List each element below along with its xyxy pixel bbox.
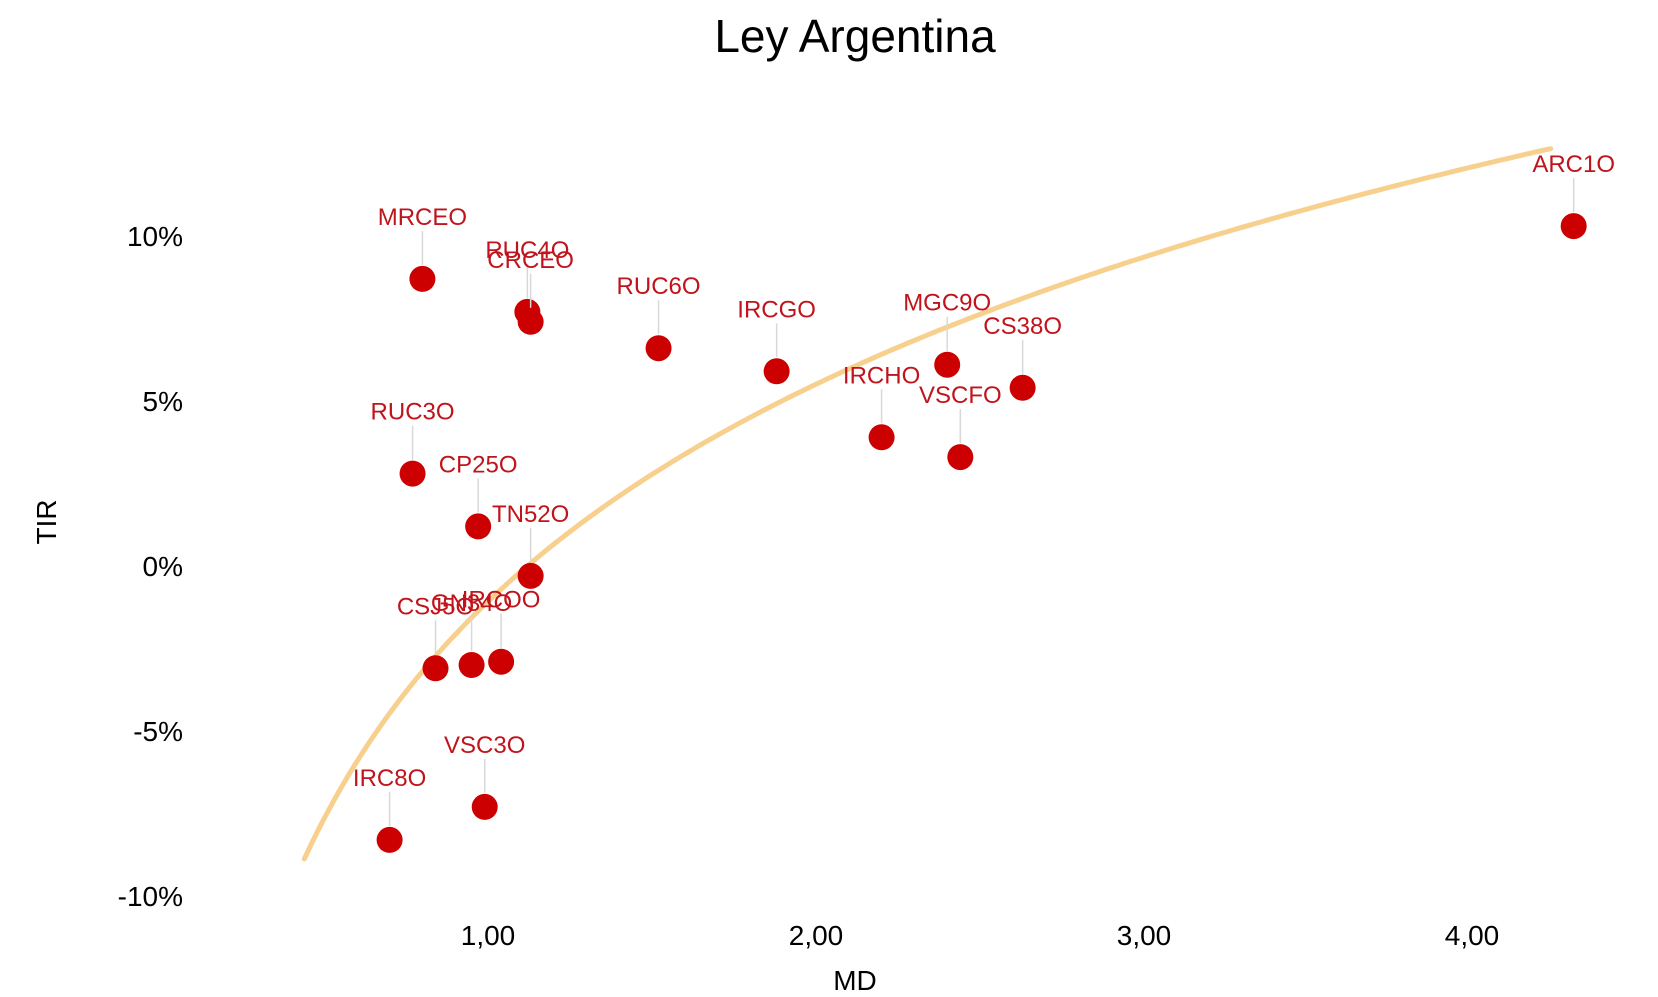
data-point: [471, 793, 498, 820]
x-axis-label: MD: [833, 965, 877, 996]
data-point: [376, 826, 403, 853]
data-point: [409, 265, 436, 292]
x-tick-label: 4,00: [1445, 920, 1500, 951]
data-point: [517, 308, 544, 335]
point-label: CSJ5O: [397, 593, 474, 620]
point-label: IRCHO: [843, 362, 920, 389]
point-label: RUC4O: [485, 237, 569, 264]
data-point: [868, 424, 895, 451]
data-point: [465, 513, 492, 540]
point-label: VSCFO: [919, 382, 1002, 409]
x-axis-ticks: 1,00 2,00 3,00 4,00: [461, 920, 1500, 951]
point-label: IRCOO: [462, 587, 541, 614]
x-tick-label: 1,00: [461, 920, 516, 951]
point-label: IRC8O: [353, 765, 426, 792]
x-tick-label: 2,00: [789, 920, 844, 951]
y-tick-label: 10%: [127, 221, 183, 252]
data-point: [645, 335, 672, 362]
point-label: GN34O: [431, 590, 512, 617]
y-tick-label: 0%: [143, 551, 183, 582]
point-label: VSC3O: [444, 732, 525, 759]
y-axis-label: TIR: [31, 499, 62, 544]
data-point: [422, 655, 449, 682]
chart-title: Ley Argentina: [714, 10, 996, 62]
point-label: CS38O: [983, 313, 1062, 340]
trendline-curve: [301, 146, 1554, 862]
data-point: [947, 444, 974, 471]
point-label: CP25O: [439, 451, 518, 478]
point-label: MGC9O: [903, 290, 991, 317]
data-point: [488, 648, 515, 675]
data-point: [458, 652, 485, 678]
data-point: [1009, 374, 1036, 401]
point-label: IRCGO: [737, 296, 816, 323]
point-label: RUC6O: [617, 273, 701, 300]
data-point: [763, 358, 790, 385]
point-label: MRCEO: [378, 204, 467, 231]
data-point: [1560, 213, 1587, 240]
point-label: CRCEO: [487, 247, 574, 274]
data-point: [517, 562, 544, 589]
data-point: [934, 351, 961, 378]
y-tick-label: -5%: [133, 716, 183, 747]
y-tick-label: 5%: [143, 386, 183, 417]
y-axis-ticks: 10% 5% 0% -5% -10%: [118, 221, 183, 912]
point-label: ARC1O: [1532, 151, 1615, 178]
x-tick-label: 3,00: [1117, 920, 1172, 951]
y-tick-label: -10%: [118, 881, 183, 912]
data-point: [399, 460, 426, 487]
trendline: [301, 146, 1554, 862]
point-label: RUC3O: [371, 399, 455, 426]
point-label: TN52O: [492, 501, 569, 528]
